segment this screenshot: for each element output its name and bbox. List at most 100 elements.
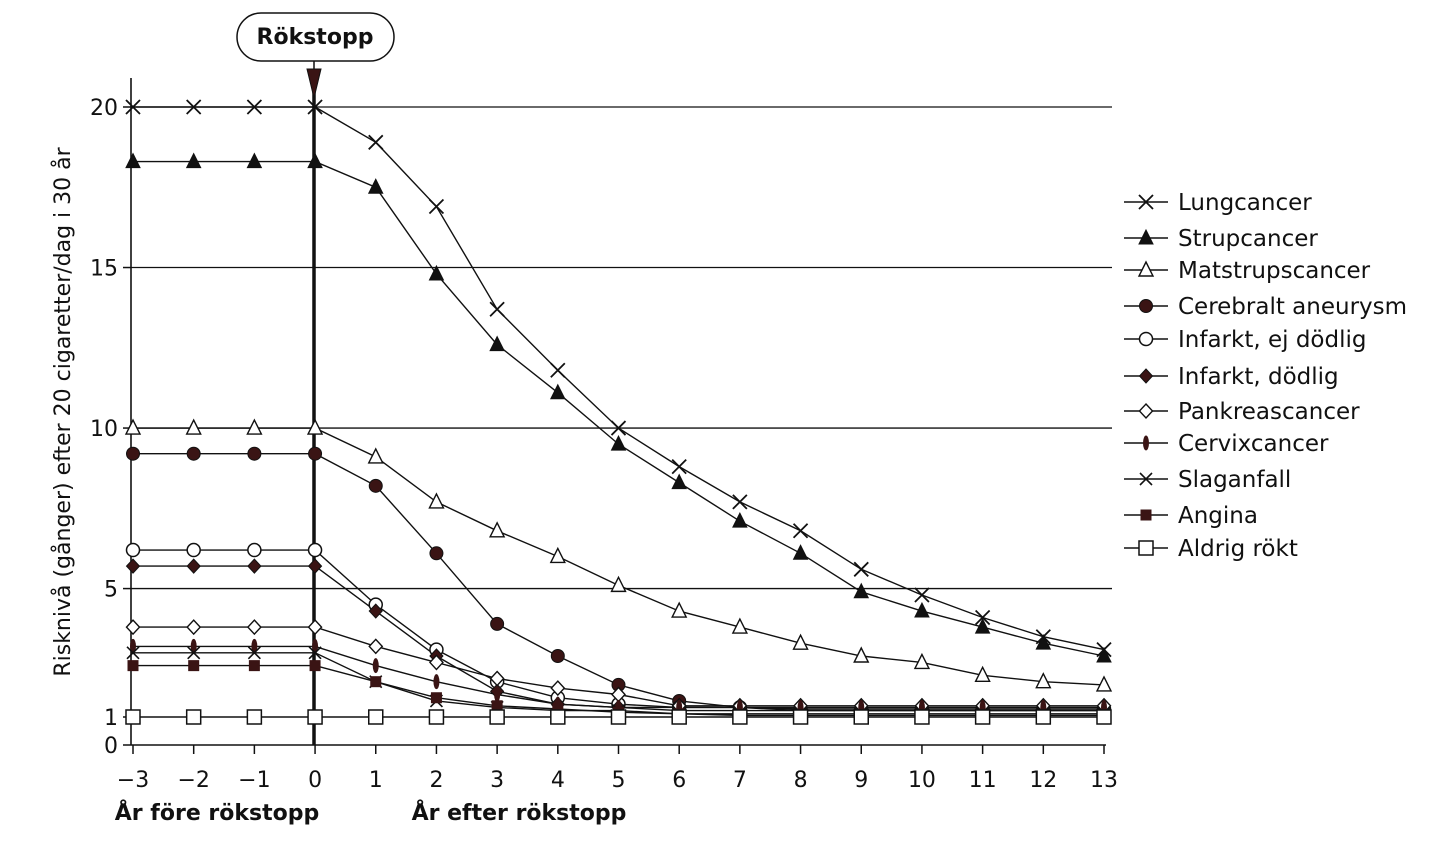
series-1-point-9 xyxy=(671,473,687,490)
x-tick-label: 4 xyxy=(551,768,565,793)
x-tick-label: 7 xyxy=(733,768,747,793)
series-0-point-0 xyxy=(125,99,141,115)
x-tick-label: 8 xyxy=(794,768,808,793)
series-0-point-14 xyxy=(974,609,991,626)
rokstopp-label: Rökstopp xyxy=(257,25,374,50)
series-9-point-7 xyxy=(552,703,564,715)
x-axis-label-before: År före rökstopp xyxy=(115,800,319,826)
series-2-point-9 xyxy=(671,601,688,618)
series-6-point-1 xyxy=(186,619,202,636)
series-9-point-5 xyxy=(430,692,442,704)
series-2-point-5 xyxy=(428,492,445,509)
legend-marker-icon xyxy=(1138,402,1154,420)
series-line-0 xyxy=(133,106,1105,651)
series-1-point-4 xyxy=(367,178,384,194)
legend-label: Cerebralt aneurysm xyxy=(1178,294,1407,320)
series-9-point-2 xyxy=(248,660,260,672)
series-10-point-4 xyxy=(368,709,384,725)
legend-label: Slaganfall xyxy=(1178,467,1291,493)
series-6-point-7 xyxy=(550,680,566,697)
legend-label: Strupcancer xyxy=(1178,226,1318,252)
series-3-point-6 xyxy=(490,616,505,631)
series-6-point-5 xyxy=(428,654,444,671)
legend-item: Infarkt, dödlig xyxy=(1124,364,1339,390)
legend-label: Matstrupscancer xyxy=(1178,258,1371,284)
series-0-point-10 xyxy=(732,494,748,510)
series-2-point-2 xyxy=(246,418,263,435)
series-8-point-0 xyxy=(126,646,140,660)
series-10-point-16 xyxy=(1096,709,1112,725)
legend-label: Infarkt, ej dödlig xyxy=(1178,327,1366,353)
series-10-point-5 xyxy=(428,709,445,725)
x-tick-label: 9 xyxy=(854,768,868,793)
y-tick-label: 15 xyxy=(90,257,118,282)
series-2-point-16 xyxy=(1095,675,1113,692)
series-1-point-3 xyxy=(307,152,323,169)
series-2-point-6 xyxy=(488,521,506,538)
y-tick-label: 0 xyxy=(104,734,118,759)
series-3-point-3 xyxy=(308,446,323,461)
series-3-point-4 xyxy=(368,478,383,493)
legend-item: Aldrig rökt xyxy=(1124,536,1298,562)
rokstopp-arrow-icon xyxy=(306,68,322,99)
series-7-point-4 xyxy=(372,658,379,674)
series-10-point-13 xyxy=(914,709,930,725)
series-0-point-12 xyxy=(853,561,869,577)
series-10-point-7 xyxy=(550,709,566,725)
series-2-point-0 xyxy=(124,418,142,435)
series-2-point-7 xyxy=(549,546,566,564)
series-9-point-6 xyxy=(491,700,503,712)
series-0-point-6 xyxy=(489,301,505,317)
x-tick-label: 10 xyxy=(908,768,936,793)
series-1-point-8 xyxy=(610,434,627,451)
legend-marker-icon xyxy=(1143,435,1149,451)
x-axis-label-after: År efter rökstopp xyxy=(412,800,627,826)
legend-marker-icon xyxy=(1138,228,1154,245)
series-7-point-2 xyxy=(251,638,258,654)
series-1-point-0 xyxy=(125,152,141,169)
series-3-point-0 xyxy=(126,446,140,461)
series-markers xyxy=(124,99,1113,725)
series-10-point-6 xyxy=(489,709,505,725)
x-tick-label: −2 xyxy=(177,768,209,793)
series-4-point-0 xyxy=(125,542,141,558)
series-5-point-2 xyxy=(247,558,262,574)
legend-label: Lungcancer xyxy=(1178,190,1312,216)
series-0-point-4 xyxy=(368,134,384,150)
series-2-point-10 xyxy=(731,617,749,634)
series-1-point-11 xyxy=(792,544,809,560)
legend-item: Strupcancer xyxy=(1124,226,1318,252)
series-6-point-2 xyxy=(246,619,262,636)
series-0-point-7 xyxy=(550,362,566,378)
series-0-point-3 xyxy=(307,99,323,115)
axes xyxy=(130,78,1106,746)
y-tick-label: 20 xyxy=(90,96,118,121)
series-10-point-12 xyxy=(853,709,869,725)
x-tick-label: −3 xyxy=(117,768,149,793)
legend-marker-icon xyxy=(1137,260,1155,277)
series-0-point-5 xyxy=(428,198,445,215)
series-1-point-1 xyxy=(185,152,202,169)
series-7-point-5 xyxy=(433,674,440,690)
x-tick-label: 2 xyxy=(429,768,443,793)
series-0-point-13 xyxy=(914,587,930,603)
legend-item: Cervixcancer xyxy=(1124,431,1329,457)
series-1-point-7 xyxy=(550,383,566,400)
series-2-point-14 xyxy=(974,665,991,682)
series-10-point-1 xyxy=(185,709,202,725)
series-10-point-11 xyxy=(792,709,809,725)
legend-marker-icon xyxy=(1138,540,1154,556)
x-tick-label: 6 xyxy=(672,768,686,793)
series-9-point-0 xyxy=(127,660,139,672)
series-lines xyxy=(133,106,1105,718)
x-tick-label: −1 xyxy=(238,768,270,793)
series-0-point-8 xyxy=(610,420,627,436)
series-1-point-5 xyxy=(428,264,445,281)
series-3-point-7 xyxy=(550,649,565,663)
legend-marker-icon xyxy=(1138,368,1154,384)
legend-item: Infarkt, ej dödlig xyxy=(1124,327,1366,353)
legend-marker-icon xyxy=(1139,472,1153,486)
series-10-point-0 xyxy=(125,709,141,725)
series-10-point-8 xyxy=(610,709,627,725)
